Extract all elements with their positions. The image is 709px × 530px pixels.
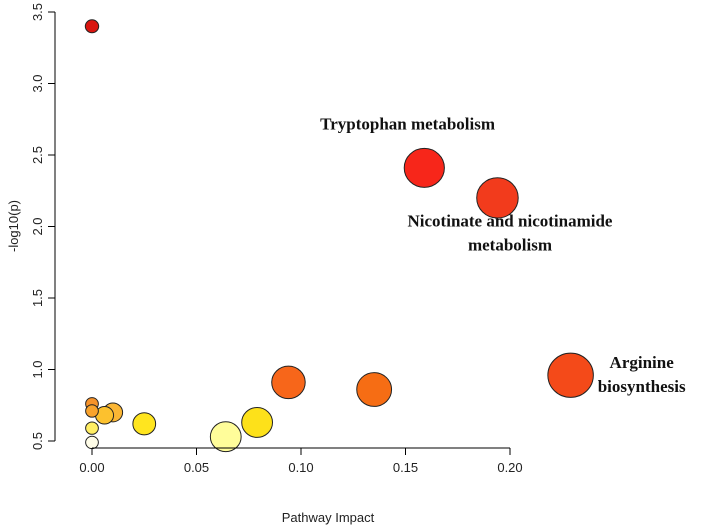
x-tick-label: 0.15 (393, 460, 418, 475)
y-tick-label: 1.5 (30, 289, 45, 307)
y-axis-ticks: 0.5 1.0 1.5 2.0 2.5 3.0 3.5 (30, 3, 55, 450)
pathway-annotation-line: Tryptophan metabolism (320, 114, 495, 133)
pathway-annotation-line: biosynthesis (598, 377, 686, 396)
y-tick-label: 3.0 (30, 74, 45, 92)
pathway-annotation-line: metabolism (468, 236, 552, 255)
data-point (241, 406, 274, 438)
x-tick-label: 0.20 (497, 460, 522, 475)
y-axis-title: -log10(p) (6, 200, 21, 252)
data-point (547, 352, 594, 398)
data-point (85, 421, 99, 435)
data-point (132, 412, 157, 436)
data-points (84, 19, 594, 453)
x-tick-label: 0.10 (288, 460, 313, 475)
x-axis-ticks: 0.00 0.05 0.10 0.15 0.20 (79, 448, 523, 475)
x-tick-label: 0.05 (184, 460, 209, 475)
data-point (476, 177, 519, 219)
data-point (271, 365, 306, 400)
data-point (84, 19, 100, 34)
y-tick-label: 0.5 (30, 432, 45, 450)
y-tick-label: 3.5 (30, 3, 45, 21)
x-tick-label: 0.00 (79, 460, 104, 475)
y-tick-label: 1.0 (30, 360, 45, 378)
x-axis-title: Pathway Impact (282, 510, 375, 525)
data-point (403, 147, 445, 188)
data-point (85, 435, 99, 450)
pathway-annotation: Arginine biosynthesis (598, 353, 686, 396)
data-point (356, 372, 393, 407)
y-tick-label: 2.0 (30, 217, 45, 235)
pathway-annotation-line: Arginine (610, 353, 675, 372)
annotations: Tryptophan metabolism Nicotinate and nico… (320, 114, 686, 396)
pathway-annotation: Nicotinate and nicotinamide metabolism (408, 212, 613, 255)
data-point (85, 404, 99, 418)
data-point (209, 421, 242, 453)
pathway-annotation: Tryptophan metabolism (320, 114, 495, 133)
y-tick-label: 2.5 (30, 146, 45, 164)
pathway-annotation-line: Nicotinate and nicotinamide (408, 212, 613, 231)
